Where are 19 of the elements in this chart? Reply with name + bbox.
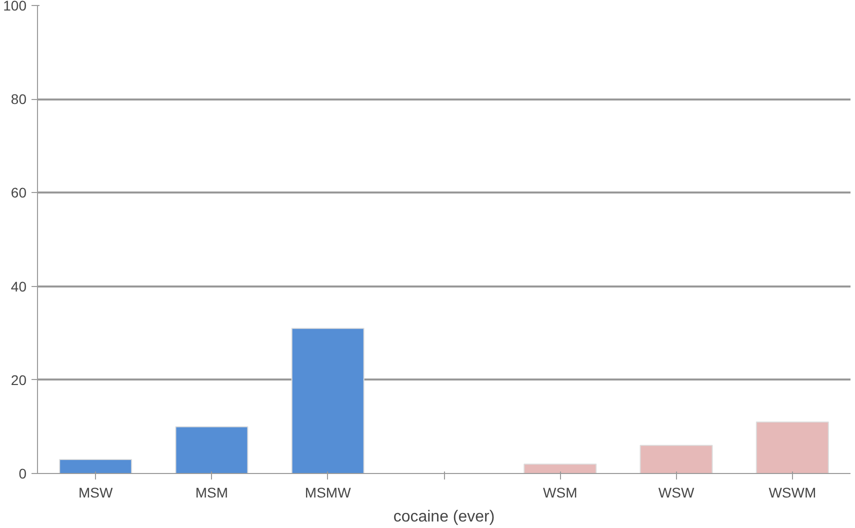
- x-tick-label: MSW: [78, 484, 114, 500]
- x-axis-title: cocaine (ever): [393, 508, 495, 526]
- y-tick-label: 0: [18, 466, 27, 482]
- x-tick-label: WSM: [543, 484, 578, 500]
- x-tick-label: MSMW: [304, 484, 352, 500]
- bar: [175, 426, 248, 474]
- y-tick-label: 80: [10, 91, 27, 108]
- x-tick-label: WSWM: [768, 484, 816, 500]
- bar: [756, 422, 829, 474]
- bar: [291, 328, 364, 474]
- y-tick-label: 20: [10, 372, 27, 388]
- x-tick-label: WSW: [658, 484, 695, 500]
- bar: [524, 464, 597, 474]
- y-tick-label: 40: [10, 278, 27, 294]
- y-tick-label: 60: [10, 184, 27, 201]
- x-tick-label: MSM: [195, 484, 228, 500]
- bar: [640, 444, 713, 474]
- bar: [59, 458, 132, 474]
- y-tick-label: 100: [3, 0, 27, 14]
